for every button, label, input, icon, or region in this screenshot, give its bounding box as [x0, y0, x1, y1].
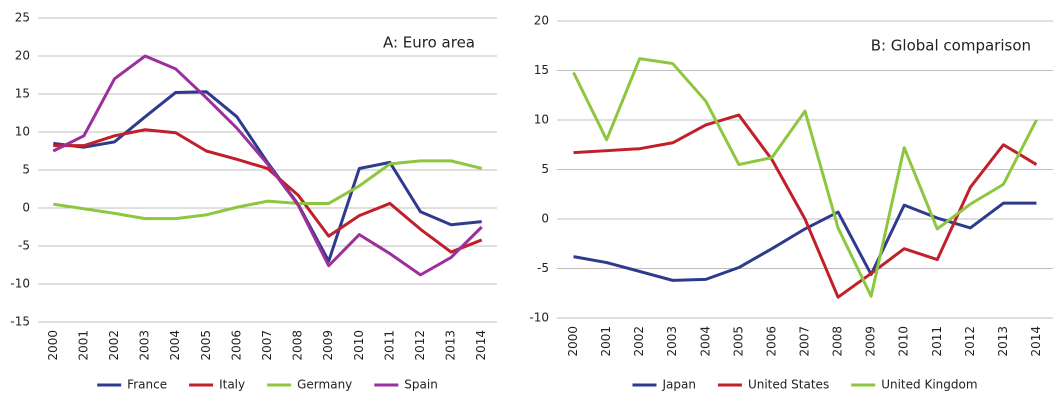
- x-tick-label: 2009: [864, 326, 878, 357]
- x-tick-label: 2001: [599, 326, 613, 357]
- x-tick-label: 2008: [831, 326, 845, 357]
- x-tick-label: 2012: [963, 326, 977, 357]
- x-tick-label: 2008: [291, 330, 305, 361]
- x-tick-label: 2006: [764, 326, 778, 357]
- legend-label: Italy: [219, 378, 245, 392]
- x-tick-label: 2011: [930, 326, 944, 357]
- legend-label: Germany: [297, 378, 352, 392]
- x-tick-label: 2010: [897, 326, 911, 357]
- x-tick-label: 2002: [632, 326, 646, 357]
- y-tick-label: -5: [537, 261, 549, 275]
- x-tick-label: 2005: [731, 326, 745, 357]
- x-tick-label: 2014: [1029, 326, 1043, 357]
- y-tick-label: 10: [534, 113, 549, 127]
- x-tick-label: 2004: [168, 330, 182, 361]
- series-line: [573, 201, 1037, 282]
- chart-title: A: Euro area: [383, 34, 475, 52]
- y-tick-label: 20: [534, 14, 549, 28]
- x-tick-label: 2003: [665, 326, 679, 357]
- y-tick-label: 20: [15, 49, 30, 63]
- y-tick-label: -5: [18, 239, 30, 253]
- x-tick-label: 2012: [413, 330, 427, 361]
- y-tick-label: 0: [22, 201, 30, 215]
- x-tick-label: 2002: [107, 330, 121, 361]
- x-tick-label: 2004: [698, 326, 712, 357]
- series-line: [52, 54, 483, 277]
- series-line: [53, 128, 483, 254]
- y-tick-label: 10: [15, 125, 30, 139]
- legend-label: United Kingdom: [881, 378, 977, 392]
- series-line: [53, 90, 482, 263]
- y-tick-label: 5: [541, 162, 549, 176]
- x-tick-label: 2014: [474, 330, 488, 361]
- x-tick-label: 2013: [996, 326, 1010, 357]
- y-tick-label: -10: [529, 311, 549, 325]
- x-tick-label: 2000: [566, 326, 580, 357]
- y-tick-label: 15: [534, 63, 549, 77]
- x-tick-label: 2009: [321, 330, 335, 361]
- legend-label: France: [127, 378, 167, 392]
- series-line: [53, 159, 483, 221]
- y-tick-label: 0: [541, 212, 549, 226]
- x-tick-label: 2005: [199, 330, 213, 361]
- y-tick-label: -15: [10, 315, 30, 329]
- x-tick-label: 2010: [352, 330, 366, 361]
- x-tick-label: 2001: [76, 330, 90, 361]
- series-line: [572, 57, 1038, 298]
- chart-title: B: Global comparison: [871, 37, 1031, 55]
- y-tick-label: 25: [15, 11, 30, 25]
- x-tick-label: 2006: [229, 330, 243, 361]
- legend-label: Spain: [404, 378, 438, 392]
- x-tick-label: 2003: [138, 330, 152, 361]
- x-tick-label: 2011: [382, 330, 396, 361]
- x-tick-label: 2007: [260, 330, 274, 361]
- x-tick-label: 2013: [444, 330, 458, 361]
- y-tick-label: -10: [10, 277, 30, 291]
- legend-label: United States: [748, 378, 829, 392]
- x-tick-label: 2000: [46, 330, 60, 361]
- legend-label: Japan: [661, 378, 695, 392]
- y-tick-label: 15: [15, 87, 30, 101]
- x-tick-label: 2007: [798, 326, 812, 357]
- y-tick-label: 5: [22, 163, 30, 177]
